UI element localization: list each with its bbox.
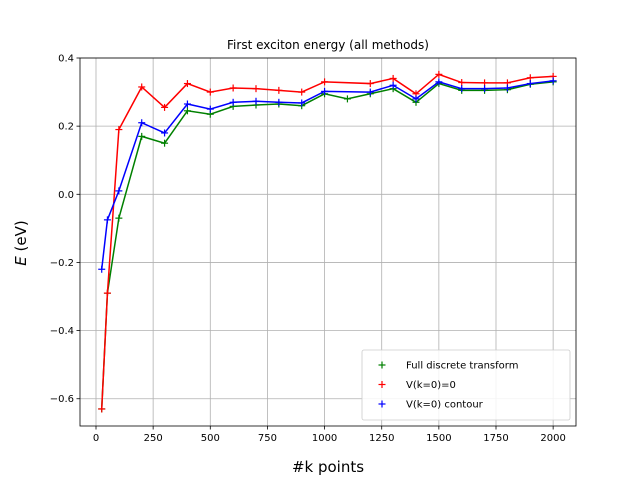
y-tick-label: −0.4	[50, 326, 74, 337]
x-tick-label: 1750	[483, 433, 508, 444]
chart-title: First exciton energy (all methods)	[227, 38, 429, 52]
x-tick-label: 750	[258, 433, 277, 444]
series-layer	[98, 70, 557, 413]
legend: Full discrete transform V(k=0)=0 V(k=0) co…	[361, 349, 571, 421]
x-tick-label: 1500	[426, 433, 451, 444]
x-axis-label: #k points	[292, 458, 364, 476]
legend-label: V(k=0)=0	[406, 380, 456, 391]
x-tick-label: 0	[93, 433, 99, 444]
legend-entry: V(k=0) contour	[378, 400, 484, 411]
x-tick-label: 1000	[312, 433, 337, 444]
x-tick-label: 2000	[540, 433, 565, 444]
x-tick-label: 1250	[369, 433, 394, 444]
legend-box	[361, 349, 571, 421]
y-tick-label: 0.0	[58, 190, 74, 201]
y-tick-label: −0.6	[50, 394, 74, 405]
series-line	[100, 80, 554, 270]
y-tick-label: 0.4	[58, 54, 74, 65]
legend-label: V(k=0) contour	[406, 400, 484, 411]
y-axis-label: E (eV)	[12, 220, 30, 265]
y-axis-label-unit: (eV)	[12, 220, 30, 256]
ticks: 0 250 500 750 1000 1250 1500 1750 2000 −0.6 −0.4 −0…	[50, 54, 566, 445]
series-2	[98, 70, 557, 413]
legend-entry: Full discrete transform	[378, 361, 518, 372]
y-axis-label-symbol: E	[12, 256, 30, 266]
series-3	[98, 77, 557, 273]
y-tick-label: 0.2	[58, 122, 74, 133]
plot-frame	[79, 57, 577, 427]
legend-entry: V(k=0)=0	[378, 380, 456, 391]
series-line	[100, 81, 554, 409]
grid	[80, 57, 576, 426]
legend-label: Full discrete transform	[406, 361, 518, 372]
x-tick-label: 500	[201, 433, 220, 444]
y-tick-label: −0.2	[50, 258, 74, 269]
x-tick-label: 250	[144, 433, 163, 444]
